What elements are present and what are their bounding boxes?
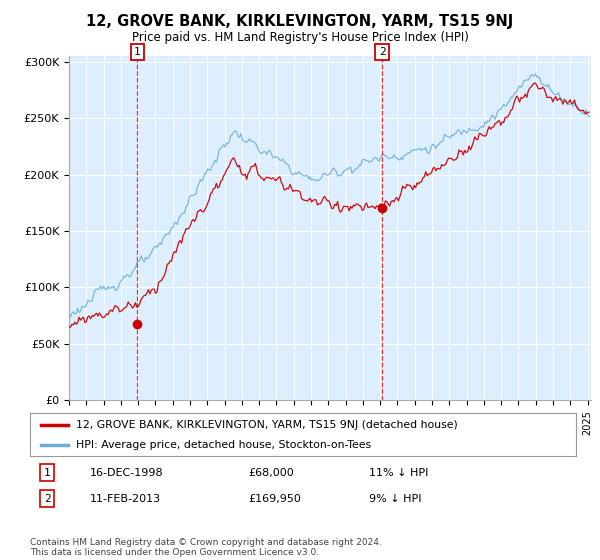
Text: 1: 1 (134, 47, 141, 57)
Text: Price paid vs. HM Land Registry's House Price Index (HPI): Price paid vs. HM Land Registry's House … (131, 31, 469, 44)
Text: 11-FEB-2013: 11-FEB-2013 (90, 494, 161, 504)
Text: 2: 2 (379, 47, 386, 57)
Text: 9% ↓ HPI: 9% ↓ HPI (368, 494, 421, 504)
Text: 1: 1 (44, 468, 50, 478)
Text: Contains HM Land Registry data © Crown copyright and database right 2024.
This d: Contains HM Land Registry data © Crown c… (30, 538, 382, 557)
Text: HPI: Average price, detached house, Stockton-on-Tees: HPI: Average price, detached house, Stoc… (76, 440, 371, 450)
Text: 11% ↓ HPI: 11% ↓ HPI (368, 468, 428, 478)
Text: 12, GROVE BANK, KIRKLEVINGTON, YARM, TS15 9NJ (detached house): 12, GROVE BANK, KIRKLEVINGTON, YARM, TS1… (76, 420, 458, 430)
Text: £169,950: £169,950 (248, 494, 301, 504)
Text: 2: 2 (44, 494, 50, 504)
Text: 16-DEC-1998: 16-DEC-1998 (90, 468, 164, 478)
Text: £68,000: £68,000 (248, 468, 294, 478)
Text: 12, GROVE BANK, KIRKLEVINGTON, YARM, TS15 9NJ: 12, GROVE BANK, KIRKLEVINGTON, YARM, TS1… (86, 14, 514, 29)
